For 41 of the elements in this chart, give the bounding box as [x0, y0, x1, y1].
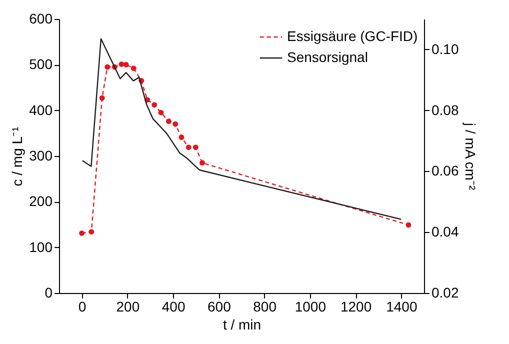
point — [123, 62, 129, 68]
point — [406, 222, 412, 228]
point — [178, 134, 184, 140]
x-tick-label: 600 — [208, 298, 232, 314]
point — [192, 144, 198, 150]
y2-tick-label: 0.02 — [432, 284, 459, 300]
point — [186, 144, 192, 150]
y2-tick-label: 0.06 — [432, 162, 459, 179]
y-tick-label: 400 — [29, 102, 53, 118]
x-tick-label: 200 — [116, 298, 140, 314]
y2-axis-title: j / mA cm⁻² — [462, 122, 479, 190]
y-tick-label: 300 — [29, 148, 53, 164]
y-tick-label: 100 — [29, 238, 53, 255]
point — [152, 102, 158, 108]
y-tick-label: 0 — [44, 284, 53, 300]
point — [166, 118, 172, 124]
legend-label: Essigsäure (GC-FID) — [287, 28, 418, 44]
y-tick-label: 600 — [29, 10, 53, 26]
y-tick-label: 500 — [29, 56, 53, 72]
point — [104, 64, 110, 70]
x-tick-label: 1400 — [386, 298, 418, 314]
x-tick-label: 800 — [253, 298, 277, 314]
point — [79, 230, 85, 236]
point — [130, 66, 136, 72]
point — [158, 110, 164, 116]
y-axis-title: c / mg L⁻¹ — [9, 126, 26, 186]
x-axis-title: t / min — [222, 316, 262, 332]
x-tick-label: 1200 — [340, 298, 372, 314]
x-tick-label: 1000 — [294, 298, 326, 314]
point — [118, 61, 124, 67]
x-tick-label: 0 — [78, 298, 86, 314]
y2-tick-label: 0.08 — [432, 102, 459, 118]
point — [200, 160, 205, 166]
y2-tick-label: 0.10 — [432, 40, 459, 57]
point — [88, 229, 94, 235]
legend-label: Sensorsignal — [287, 49, 368, 65]
y-tick-label: 200 — [29, 193, 53, 210]
y2-tick-label: 0.04 — [432, 224, 459, 240]
point — [99, 95, 105, 101]
x-tick-label: 400 — [162, 298, 186, 314]
point — [172, 121, 178, 127]
